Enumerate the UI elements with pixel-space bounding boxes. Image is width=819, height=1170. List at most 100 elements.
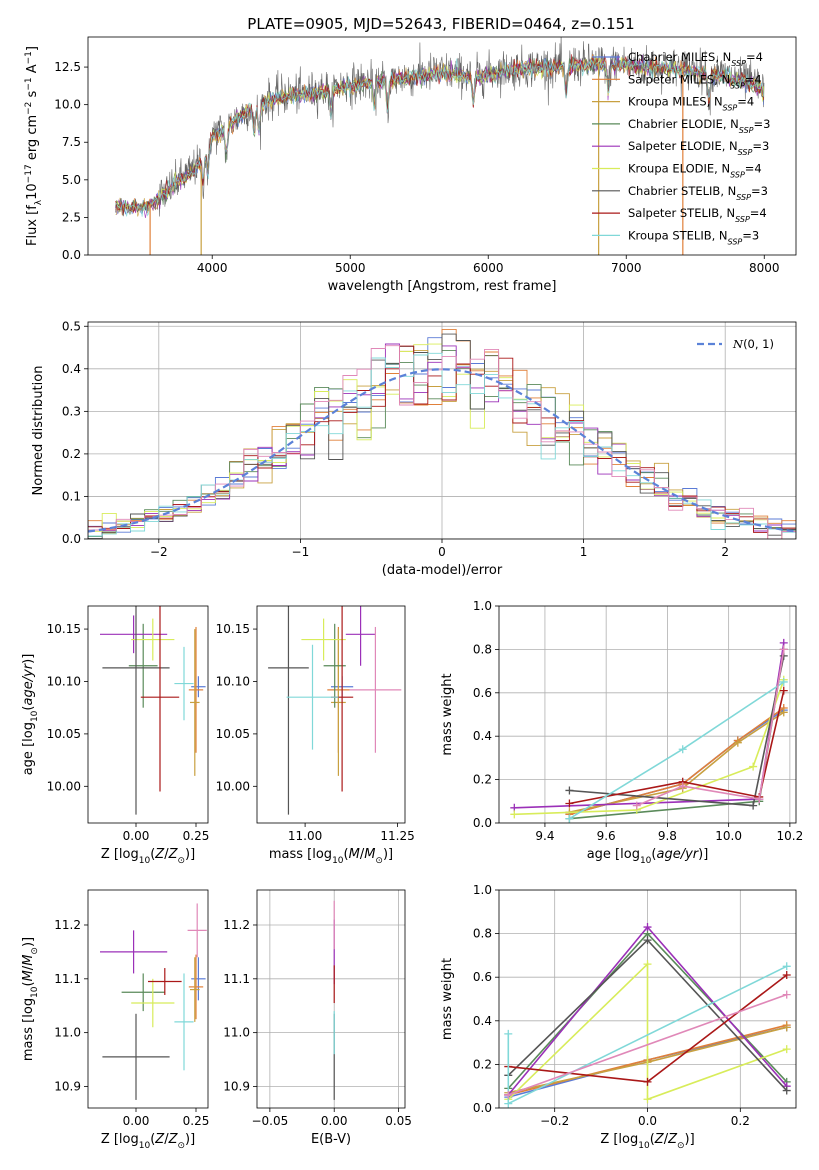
- label-part: −1: [24, 77, 34, 90]
- x-tick-label: 0.00: [123, 1114, 150, 1128]
- y-tick-label: 11.1: [54, 972, 81, 986]
- plot-area-age_vs_Z: [100, 606, 206, 815]
- weight-marker: [678, 782, 687, 791]
- x-tick-label: 9.6: [597, 829, 616, 843]
- y-tick-label: 0.2: [62, 447, 81, 461]
- label-part: 10: [30, 710, 40, 722]
- weight-line: [569, 711, 785, 813]
- label-part: −2: [24, 102, 34, 115]
- x-tick-label: 6000: [473, 261, 504, 275]
- panel-weight_vs_age: 9.4 9.6 9.8 10.0 10.2 0.0 0.2 0.4 0.6 0.8 1.0 age […: [440, 599, 803, 866]
- weight-marker: [678, 745, 687, 754]
- label-part: N: [732, 337, 744, 351]
- weight-marker: [643, 1095, 652, 1104]
- label-part: SSP: [731, 59, 746, 68]
- label-part: =3: [751, 184, 768, 198]
- weight-marker: [643, 923, 652, 932]
- weight-marker: [504, 1090, 513, 1099]
- x-tick-label: 5000: [335, 261, 366, 275]
- y-tick-label: 11.0: [54, 1026, 81, 1040]
- plot-area-weight_vs_age: [499, 606, 796, 823]
- label-part: Z: [654, 1132, 665, 1147]
- weight-line: [569, 707, 785, 816]
- weight-line: [514, 642, 785, 809]
- normal-curve: [88, 368, 796, 533]
- label-part: Z [log: [600, 1132, 638, 1147]
- panel-weight_vs_Z: −0.2 0.0 0.20.00.20.40.60.81.0Z [log10(Z/Z…: [440, 883, 797, 1151]
- y-tick-label: 11.1: [223, 972, 250, 986]
- label-part: 10: [640, 856, 652, 866]
- errorbar-point: [190, 957, 200, 1022]
- y-axis-label: Normed distribution: [31, 366, 46, 496]
- label-part: SSP: [723, 103, 738, 112]
- weight-series: [565, 677, 788, 823]
- weight-line: [508, 993, 787, 1096]
- label-part: =4: [745, 72, 762, 86]
- errorbar-point: [331, 629, 346, 776]
- label-part: Salpeter STELIB, N: [628, 206, 735, 220]
- label-part: SSP: [735, 215, 750, 224]
- y-tick-label: 0.0: [473, 816, 492, 830]
- panel-age_vs_mass: 11.00 11.25 10.00 10.05 10.10 10.15 mass [log1…: [216, 605, 415, 866]
- label-part: Flux [f: [25, 205, 40, 246]
- axes-frame: [256, 605, 406, 824]
- label-part: Kroupa ELODIE, N: [628, 162, 730, 176]
- weight-marker: [510, 810, 519, 819]
- y-tick-label: 10.15: [47, 622, 81, 636]
- y-tick-label: 10.15: [216, 622, 250, 636]
- label-part: /: [164, 847, 169, 862]
- label-part: Z: [168, 847, 179, 862]
- x-tick-label: 9.4: [535, 829, 554, 843]
- weight-line: [636, 649, 785, 807]
- weight-marker: [779, 686, 788, 695]
- errorbar-point: [191, 676, 206, 698]
- label-part: age/yr: [21, 662, 36, 705]
- axes-frame: [87, 321, 797, 540]
- errorbar-point: [148, 968, 182, 995]
- axes-frame: [87, 889, 209, 1109]
- y-tick-label: 0.3: [62, 404, 81, 418]
- label-part: ⊙: [177, 1141, 185, 1151]
- label-part: Kroupa STELIB, N: [628, 228, 728, 242]
- plot-area-mass_vs_Z: [100, 903, 207, 1100]
- weight-marker: [504, 1029, 513, 1038]
- y-tick-label: 0.0: [473, 1101, 492, 1115]
- label-part: A: [25, 64, 40, 77]
- legend-label: Kroupa ELODIE, NSSP=4: [628, 162, 762, 180]
- errorbar-point: [102, 1013, 170, 1100]
- errorbar-point: [131, 978, 175, 1028]
- y-tick-label: 0.4: [62, 362, 81, 376]
- x-tick-label: 0: [438, 545, 446, 559]
- x-tick-label: 2: [721, 545, 729, 559]
- weight-marker: [749, 801, 758, 810]
- errorbar-point: [349, 626, 402, 753]
- y-tick-label: 7.5: [62, 135, 81, 149]
- x-axis-label: age [log10(age/yr)]: [587, 847, 709, 866]
- y-tick-label: 0.8: [473, 642, 492, 656]
- label-part: =3: [742, 228, 759, 242]
- errorbar-point: [187, 903, 207, 958]
- label-part: (: [650, 1132, 655, 1147]
- legend-label: Chabrier ELODIE, NSSP=3: [628, 117, 770, 134]
- weight-marker: [733, 738, 742, 747]
- x-axis-label: E(B-V): [311, 1132, 351, 1147]
- y-tick-label: 10.05: [216, 727, 250, 741]
- label-part: mass [log: [269, 847, 332, 862]
- label-part: ⊙: [375, 856, 383, 866]
- x-tick-label: 10.2: [777, 829, 804, 843]
- x-tick-label: 0.05: [385, 1114, 412, 1128]
- weight-line: [507, 962, 787, 1101]
- y-tick-label: 10.9: [54, 1079, 81, 1093]
- label-part: Z: [154, 847, 165, 862]
- label-part: )]: [21, 937, 36, 947]
- errorbar-point: [140, 606, 180, 792]
- errorbar-point: [268, 606, 309, 815]
- errorbar-point: [100, 615, 168, 654]
- label-part: Z [log: [101, 847, 139, 862]
- label-part: Z [log: [101, 1132, 139, 1147]
- legend-label: Chabrier STELIB, NSSP=3: [628, 184, 768, 202]
- label-part: (: [150, 1132, 155, 1147]
- x-tick-label: −2: [150, 545, 168, 559]
- y-tick-label: 0.2: [473, 1057, 492, 1071]
- x-tick-label: 0.25: [183, 829, 210, 843]
